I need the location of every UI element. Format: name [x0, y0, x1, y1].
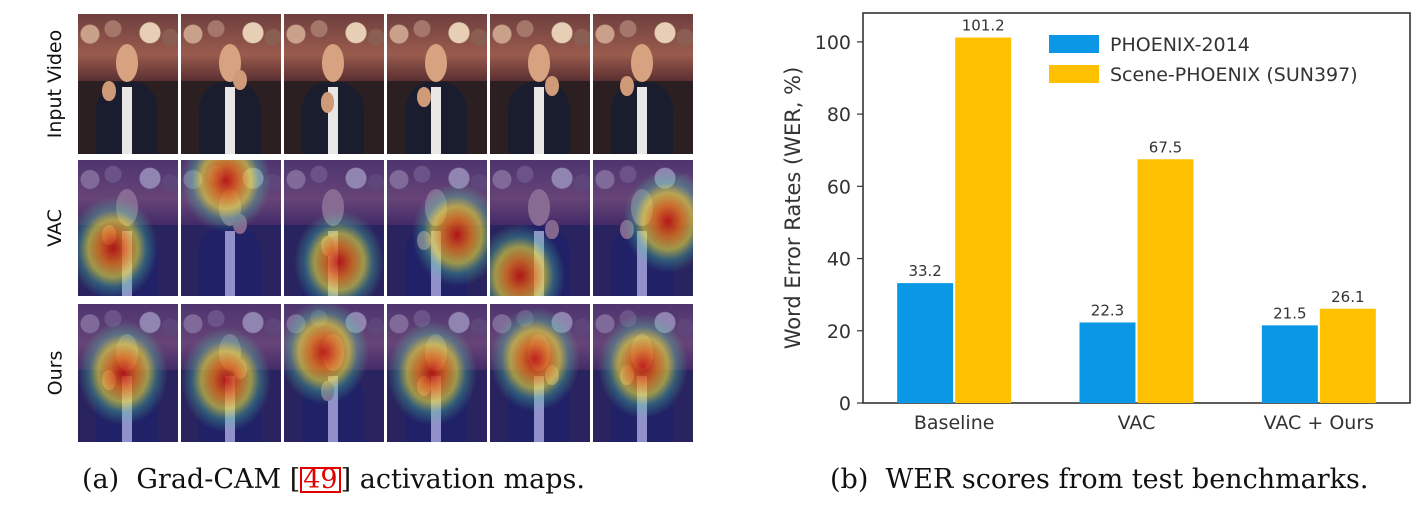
bar-scene [955, 37, 1012, 404]
bar-value-label: 101.2 [962, 17, 1005, 35]
video-frame [387, 14, 487, 154]
legend-label: Scene-PHOENIX (SUN397) [1110, 64, 1358, 86]
plot-frame [862, 12, 1411, 404]
bar-phoenix [1261, 325, 1318, 403]
legend-label: PHOENIX-2014 [1110, 34, 1250, 56]
y-tick-label: 20 [827, 321, 851, 343]
video-frame [387, 304, 487, 442]
video-frame [593, 160, 693, 296]
citation-link[interactable]: 49 [300, 466, 341, 493]
caption-a-text-before: Grad-CAM [ [136, 464, 301, 495]
x-tick-label: VAC [1118, 412, 1156, 434]
activation-map-grid: Input Video VAC Ours [38, 14, 693, 442]
frame-row-input-video [78, 14, 693, 154]
row-label-ours: Ours [44, 350, 66, 396]
frame-row-vac [78, 160, 693, 296]
video-frame [387, 160, 487, 296]
video-frame [181, 14, 281, 154]
row-label-input-video: Input Video [44, 29, 67, 139]
x-tick-label: Baseline [914, 412, 995, 434]
video-frame [284, 304, 384, 442]
video-frame [181, 304, 281, 442]
bar-value-label: 33.2 [908, 262, 941, 280]
video-frame [284, 160, 384, 296]
y-tick-label: 40 [827, 249, 851, 271]
x-tick-label: VAC + Ours [1264, 412, 1374, 434]
bar-value-label: 67.5 [1149, 138, 1182, 156]
bar-phoenix [897, 283, 954, 403]
legend-swatch [1049, 65, 1099, 83]
y-tick-label: 0 [839, 393, 851, 415]
video-frame [593, 304, 693, 442]
bar-value-label: 21.5 [1273, 304, 1306, 322]
bar-scene [1137, 159, 1194, 403]
frame-row-ours [78, 304, 693, 442]
video-frame [284, 14, 384, 154]
caption-b-prefix: (b) [830, 464, 869, 495]
video-frame [78, 160, 178, 296]
caption-a-text-after: ] activation maps. [340, 464, 585, 495]
y-tick-label: 80 [827, 104, 851, 126]
row-label-vac: VAC [44, 209, 66, 247]
caption-a-prefix: (a) [82, 464, 120, 495]
y-axis-label: Word Error Rates (WER, %) [781, 67, 805, 350]
video-frame [78, 14, 178, 154]
video-frame [593, 14, 693, 154]
bar-value-label: 26.1 [1331, 288, 1364, 306]
video-frame [490, 304, 590, 442]
legend-swatch [1049, 35, 1099, 53]
bar-value-label: 22.3 [1091, 301, 1124, 319]
y-tick-label: 60 [827, 176, 851, 198]
video-frame [490, 160, 590, 296]
video-frame [78, 304, 178, 442]
video-frame [181, 160, 281, 296]
caption-b-text: WER scores from test benchmarks. [885, 464, 1369, 495]
bar-scene [1319, 308, 1376, 403]
wer-bar-chart: 0 20 40 60 80 100 Word Error Rates (WER, %) 33.… [781, 12, 1411, 434]
caption-panel-b: (b) WER scores from test benchmarks. [830, 464, 1369, 495]
caption-panel-a: (a) Grad-CAM [49] activation maps. [82, 464, 585, 495]
bar-phoenix [1079, 322, 1136, 403]
video-frame [490, 14, 590, 154]
y-tick-label: 100 [815, 32, 851, 54]
